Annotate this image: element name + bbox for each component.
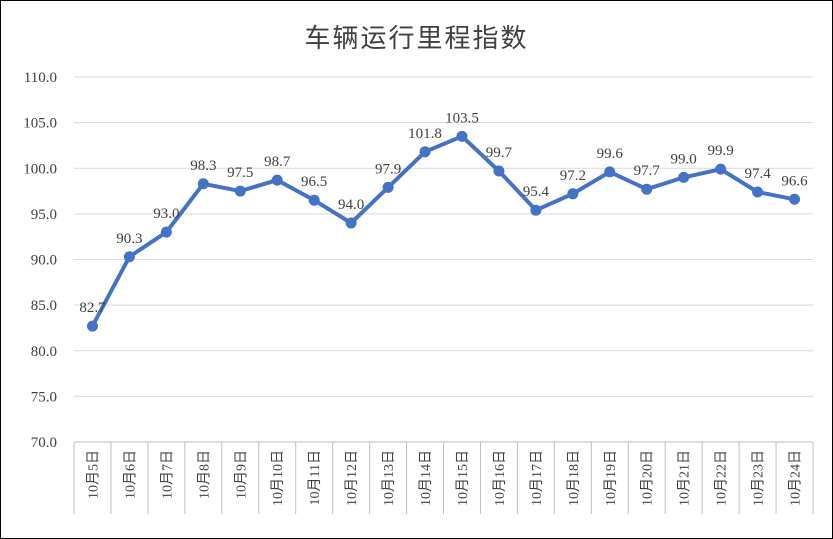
data-point	[678, 171, 690, 183]
data-point	[530, 204, 542, 216]
x-tick-label: 10月21日	[677, 450, 693, 506]
x-tick-label: 10月18日	[566, 450, 582, 506]
x-tick-label: 10月8日	[196, 450, 212, 499]
x-tick-label: 10月24日	[788, 450, 804, 506]
x-tick-label: 10月6日	[122, 450, 138, 499]
data-point	[604, 166, 616, 178]
data-label: 97.5	[227, 165, 253, 181]
data-label: 97.2	[560, 168, 586, 184]
x-tick-label: 10月12日	[344, 450, 360, 506]
y-tick-label: 80.0	[31, 344, 57, 360]
data-label: 96.5	[301, 174, 327, 190]
data-label: 99.0	[671, 151, 697, 167]
x-tick-label: 10月16日	[492, 450, 508, 506]
y-tick-label: 95.0	[31, 207, 57, 223]
data-label: 82.7	[79, 300, 106, 316]
x-tick-label: 10月22日	[714, 450, 730, 506]
data-point	[641, 183, 653, 195]
y-tick-label: 75.0	[31, 389, 57, 405]
data-label: 97.7	[634, 163, 661, 179]
x-tick-label: 10月10日	[270, 450, 286, 506]
x-tick-label: 10月19日	[603, 450, 619, 506]
data-point	[382, 181, 394, 193]
x-tick-label: 10月15日	[455, 450, 471, 506]
y-tick-label: 105.0	[23, 116, 57, 132]
data-label: 98.3	[190, 158, 216, 174]
x-tick-label: 10月14日	[418, 450, 434, 506]
data-label: 90.3	[116, 231, 142, 247]
data-point	[271, 174, 283, 186]
data-label: 96.6	[781, 173, 808, 189]
data-point	[567, 188, 579, 200]
chart-title: 车辆运行里程指数	[304, 24, 529, 54]
data-label: 97.9	[375, 161, 401, 177]
data-label: 103.5	[445, 110, 479, 126]
data-label: 98.7	[264, 154, 291, 170]
y-tick-label: 110.0	[24, 70, 57, 86]
data-point	[197, 178, 209, 190]
x-tick-label: 10月20日	[640, 450, 656, 506]
y-tick-label: 70.0	[31, 435, 57, 451]
data-point	[419, 146, 431, 158]
data-label: 95.4	[523, 184, 550, 200]
x-tick-label: 10月17日	[529, 450, 545, 506]
data-point	[234, 185, 246, 197]
data-point	[715, 163, 727, 175]
x-tick-label: 10月23日	[751, 450, 767, 506]
data-label: 93.0	[153, 206, 179, 222]
x-tick-label: 10月13日	[381, 450, 397, 506]
data-point	[789, 193, 801, 205]
x-tick-label: 10月7日	[159, 450, 175, 499]
data-point	[308, 194, 320, 206]
data-label: 97.4	[744, 166, 771, 182]
data-label: 101.8	[408, 126, 442, 142]
x-tick-label: 10月11日	[307, 450, 323, 505]
data-point	[493, 165, 505, 177]
series-line	[90, 134, 797, 329]
data-point	[752, 186, 764, 198]
x-tick-label: 10月9日	[233, 450, 249, 499]
data-label: 99.7	[486, 145, 513, 161]
data-point	[456, 130, 468, 142]
data-point	[345, 217, 357, 229]
y-tick-label: 85.0	[31, 298, 57, 314]
data-label: 99.6	[597, 146, 624, 162]
data-label: 99.9	[708, 143, 734, 159]
data-label: 94.0	[338, 197, 364, 213]
y-tick-label: 90.0	[31, 253, 57, 269]
x-tick-label: 10月5日	[85, 450, 101, 499]
data-point	[86, 320, 98, 332]
data-point	[123, 251, 135, 263]
y-tick-label: 100.0	[23, 161, 57, 177]
data-point	[160, 226, 172, 238]
